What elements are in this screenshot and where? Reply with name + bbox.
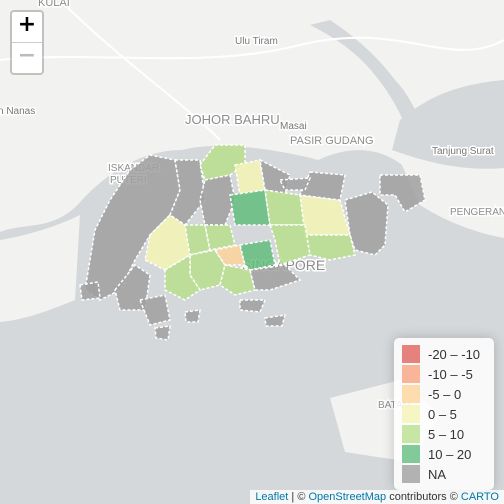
legend-label: -20 – -10 [428,346,481,362]
road [0,36,504,61]
place-label: Masai [280,121,307,132]
region [219,264,256,296]
region [184,309,201,323]
legend-label: 0 – 5 [428,406,457,422]
river [310,20,445,160]
attribution-link[interactable]: OpenStreetMap [308,491,387,503]
region [114,263,151,311]
place-label: Ulu Tiram [235,36,278,47]
place-label: KULAI [38,0,70,9]
place-label: PASIR GUDANG [290,135,374,147]
legend-label: 10 – 20 [428,446,472,462]
legend-label: 5 – 10 [428,426,465,442]
place-label: n Nanas [0,106,35,117]
place-label: Tanjung Surat [432,146,494,157]
region [138,294,171,326]
regions [79,144,426,341]
zoom-out[interactable]: − [12,42,42,73]
legend-item: -20 – -10 [402,344,486,364]
legend-swatch [402,425,420,443]
place-label: PENGERANG [450,207,504,218]
legend: -20 – -10 -10 – -5 -5 – 0 0 – 5 5 – 10 10 – 2… [394,338,494,490]
region [379,174,426,214]
attribution: Leaflet | © OpenStreetMap contributors ©… [250,490,504,504]
region [268,224,311,266]
region [154,325,171,341]
legend-item: 0 – 5 [402,404,486,424]
region [239,239,276,271]
legend-item: 5 – 10 [402,424,486,444]
legend-label: NA [428,466,447,482]
region [164,253,202,301]
attribution-text: contributors © [386,491,461,503]
place-labels: KULAI Ulu Tiram n Nanas JOHOR BAHRU Masai PAS… [0,0,504,413]
attribution-link[interactable]: CARTO [460,491,499,503]
region [204,224,236,251]
region [264,189,306,226]
zoom-in[interactable]: + [17,12,37,37]
legend-item: -10 – -5 [402,364,486,384]
attribution-text: | © [288,491,309,503]
road [59,0,221,141]
land-west [0,215,80,322]
legend-swatch [402,445,420,463]
legend-item: 10 – 20 [402,444,486,464]
legend-label: -5 – 0 [428,386,462,402]
legend-label: -10 – -5 [428,366,473,382]
region [239,299,267,313]
legend-item: NA [402,464,486,484]
legend-item: -5 – 0 [402,384,486,404]
region [249,264,302,291]
region [298,171,346,201]
zoom-control: + − [10,10,44,75]
legend-swatch [402,385,420,403]
region [79,281,101,301]
legend-swatch [402,345,420,363]
region [234,159,266,196]
region [278,177,312,191]
region [264,314,287,327]
legend-swatch [402,465,420,483]
attribution-link[interactable]: Leaflet [255,491,289,503]
place-label: JOHOR BAHRU [185,112,280,127]
region [229,189,271,226]
legend-swatch [402,405,420,423]
legend-swatch [402,365,420,383]
